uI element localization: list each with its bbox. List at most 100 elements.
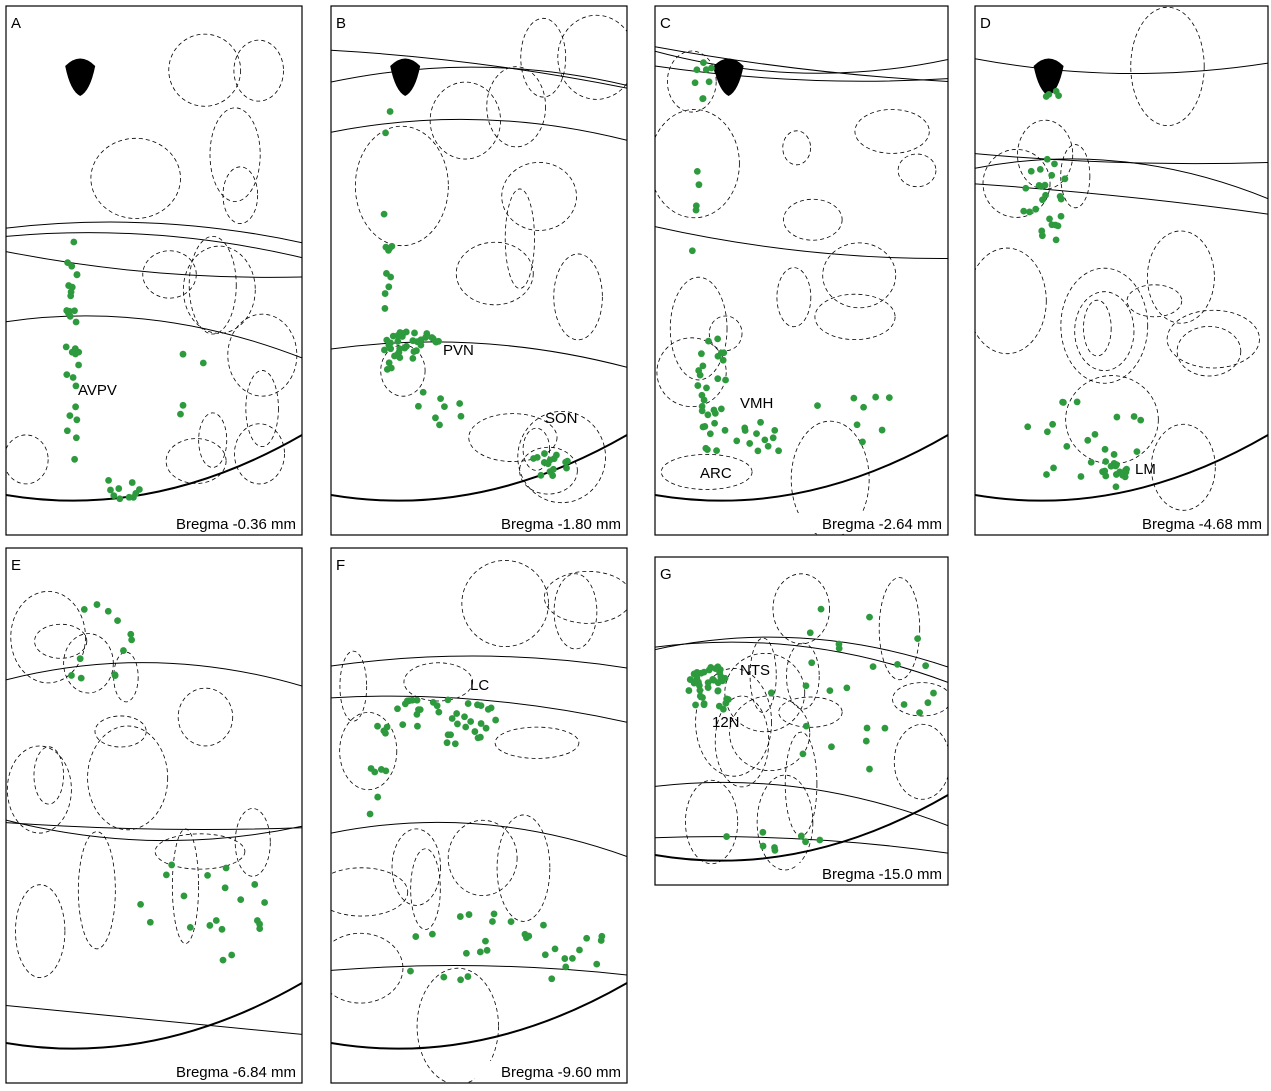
cell-dot (436, 421, 443, 428)
cell-dot (180, 402, 187, 409)
cell-dot (206, 922, 213, 929)
region-label: LC (470, 677, 489, 694)
cell-dot (741, 425, 748, 432)
cell-dot (69, 284, 76, 291)
cell-dot (689, 247, 696, 254)
cell-dot (407, 968, 414, 975)
cell-dot (420, 389, 427, 396)
cell-dot (367, 811, 374, 818)
cell-dot (1102, 458, 1109, 465)
cell-dot (1053, 88, 1060, 95)
cell-dot (523, 934, 530, 941)
cell-dot (180, 351, 187, 358)
panel-letter: A (11, 15, 21, 32)
cell-dot (922, 662, 929, 669)
cell-dot (562, 459, 569, 466)
cell-dot (700, 362, 707, 369)
cell-dot (116, 495, 123, 502)
cell-dot (261, 899, 268, 906)
cell-dot (693, 66, 700, 73)
cell-dot (1123, 466, 1130, 473)
cell-dot (222, 884, 229, 891)
cell-dot (177, 411, 184, 418)
cell-dot (720, 349, 727, 356)
cell-dot (70, 239, 77, 246)
cell-dot (63, 371, 70, 378)
cell-dot (72, 403, 79, 410)
cell-dot (712, 410, 719, 417)
cell-dot (717, 677, 724, 684)
cell-dot (1074, 399, 1081, 406)
cell-dot (722, 700, 729, 707)
cell-dot (1113, 414, 1120, 421)
cell-dot (770, 434, 777, 441)
cell-dot (70, 374, 77, 381)
cell-dot (715, 687, 722, 694)
cell-dot (685, 687, 692, 694)
panel-frame (975, 6, 1268, 535)
cell-dot (802, 838, 809, 845)
cell-dot (213, 917, 220, 924)
panel-frame (331, 6, 627, 535)
cell-dot (483, 725, 490, 732)
cell-dot (75, 362, 82, 369)
cell-dot (444, 739, 451, 746)
cell-dot (696, 181, 703, 188)
cell-dot (68, 672, 75, 679)
cell-dot (714, 375, 721, 382)
cell-dot (808, 659, 815, 666)
region-label: PVN (443, 342, 474, 359)
cell-dot (798, 833, 805, 840)
cell-dot (803, 723, 810, 730)
cell-dot (850, 395, 857, 402)
cell-dot (1039, 196, 1046, 203)
cell-dot (414, 723, 421, 730)
cell-dot (702, 445, 709, 452)
cell-dot (465, 700, 472, 707)
cell-dot (432, 414, 439, 421)
cell-dot (1102, 446, 1109, 453)
cell-dot (384, 366, 391, 373)
cell-dot (1038, 228, 1045, 235)
cell-dot (692, 702, 699, 709)
cell-dot (71, 307, 78, 314)
cell-dot (200, 360, 207, 367)
cell-dot (1113, 483, 1120, 490)
cell-dot (385, 283, 392, 290)
panel-letter: C (660, 15, 671, 32)
cell-dot (1044, 156, 1051, 163)
cell-dot (718, 406, 725, 413)
cell-dot (693, 202, 700, 209)
cell-dot (136, 486, 143, 493)
cell-dot (381, 211, 388, 218)
cell-dot (916, 709, 923, 716)
cell-dot (547, 468, 554, 475)
cell-dot (382, 730, 389, 737)
cell-dot (694, 168, 701, 175)
panel-letter: G (660, 566, 672, 583)
cell-dot (569, 955, 576, 962)
cell-dot (562, 964, 569, 971)
cell-dot (112, 672, 119, 679)
cell-dot (803, 682, 810, 689)
cell-dot (1037, 166, 1044, 173)
region-label: SON (545, 410, 578, 427)
cell-dot (386, 359, 393, 366)
cell-dot (508, 918, 515, 925)
cell-dot (1028, 168, 1035, 175)
cell-dot (1022, 185, 1029, 192)
cell-dot (1032, 206, 1039, 213)
cell-dot (800, 751, 807, 758)
cell-dot (387, 340, 394, 347)
cell-dot (204, 872, 211, 879)
cell-dot (1026, 209, 1033, 216)
bregma-label: Bregma -15.0 mm (822, 866, 942, 883)
region-label: AVPV (78, 382, 117, 399)
panel-frame (6, 6, 302, 535)
panel-frame (331, 548, 627, 1083)
cell-dot (1020, 208, 1027, 215)
cell-dot (930, 690, 937, 697)
cell-dot (397, 329, 404, 336)
cell-dot (383, 270, 390, 277)
cell-dot (576, 947, 583, 954)
